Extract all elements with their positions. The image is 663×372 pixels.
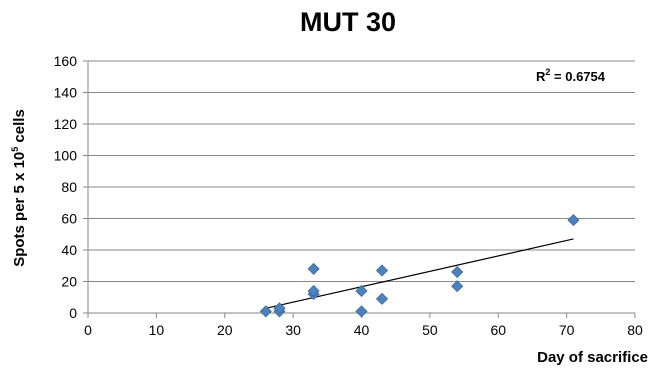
- y-axis-title: Spots per 5 x 105 cells: [10, 109, 28, 267]
- x-tick-label-70: 70: [559, 322, 575, 338]
- data-point-7: [355, 305, 368, 318]
- y-tick-label-60: 60: [61, 211, 77, 227]
- x-tick-label-50: 50: [422, 322, 438, 338]
- y-tick-label-80: 80: [61, 179, 77, 195]
- y-tick-label-40: 40: [61, 242, 77, 258]
- y-axis-title-superscript: 5: [10, 147, 20, 152]
- y-tick-label-160: 160: [54, 53, 78, 69]
- data-points: [259, 214, 580, 318]
- x-tick-label-0: 0: [84, 322, 92, 338]
- data-point-1: [259, 305, 272, 318]
- data-point-11: [451, 280, 464, 293]
- x-tick-label-60: 60: [490, 322, 506, 338]
- y-tick-label-0: 0: [69, 305, 77, 321]
- chart-title: MUT 30: [300, 7, 396, 37]
- r-squared-prefix: R: [536, 69, 546, 84]
- gridlines: [88, 60, 635, 282]
- x-axis-ticks: 0 10 20 30 40 50 60 70 80: [84, 313, 643, 338]
- x-tick-label-10: 10: [149, 322, 165, 338]
- data-point-6: [307, 262, 320, 275]
- x-tick-label-40: 40: [354, 322, 370, 338]
- data-point-3: [273, 302, 286, 315]
- r-squared-annotation: R2 = 0.6754: [536, 67, 606, 84]
- data-point-5: [307, 284, 320, 298]
- data-point-9: [375, 292, 389, 305]
- data-point-10: [375, 264, 389, 277]
- x-tick-label-30: 30: [285, 322, 301, 338]
- y-axis-ticks: 0 20 40 60 80 100 120 140 160: [54, 53, 88, 321]
- r-squared-value: = 0.6754: [550, 69, 605, 84]
- y-tick-label-140: 140: [54, 85, 78, 101]
- data-point-13: [567, 214, 580, 227]
- y-axis-title-suffix: cells: [11, 109, 28, 147]
- data-point-8: [355, 284, 368, 298]
- data-point-12: [451, 265, 464, 279]
- y-tick-label-100: 100: [54, 148, 78, 164]
- x-tick-label-20: 20: [217, 322, 233, 338]
- x-tick-label-80: 80: [627, 322, 643, 338]
- x-axis-title: Day of sacrifice: [537, 349, 648, 366]
- y-tick-label-120: 120: [54, 116, 78, 132]
- y-axis-title-prefix: Spots per 5 x 10: [11, 152, 28, 267]
- y-tick-label-20: 20: [61, 274, 77, 290]
- r-squared-superscript: 2: [545, 67, 550, 77]
